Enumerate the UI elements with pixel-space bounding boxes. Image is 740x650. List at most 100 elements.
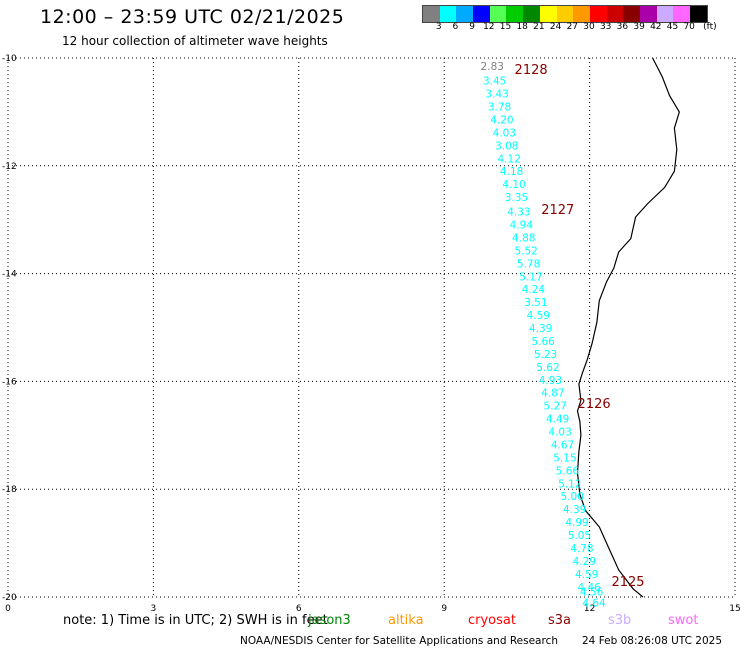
satellite-legend-item: jason3 [308,613,351,628]
color-swatch [573,6,590,22]
pass-label: 2127 [541,203,574,218]
wave-height-value: 4.49 [546,414,569,426]
color-swatch [606,6,624,22]
x-tick-label: 9 [441,604,447,614]
color-swatch [623,6,640,22]
wave-height-value: 4.03 [548,427,571,439]
color-swatch [439,6,457,22]
wave-height-value: 4.59 [527,310,550,322]
wave-height-value: 5.66 [531,336,555,348]
pass-label: 2126 [578,397,611,412]
pass-label: 2128 [515,63,548,78]
wave-height-value: 4.46 [577,582,601,594]
wave-height-value: 4.59 [575,569,598,581]
color-scale-label: 45 [666,22,679,32]
color-swatch [690,6,707,22]
color-scale-label: 27 [566,22,579,32]
wave-height-value: 4.03 [493,127,516,139]
wave-height-value: 4.20 [490,114,513,126]
pass-labels: 2128 2127 2126 2125 [515,63,645,590]
satellite-legend-item: altika [388,613,424,628]
color-swatch [473,6,490,22]
wave-height-value: 5.27 [544,401,567,413]
credit-line: NOAA/NESDIS Center for Satellite Applica… [240,635,558,647]
color-scale-label: 42 [650,22,662,32]
color-scale-label: 3 [435,22,442,32]
wave-height-value: 5.52 [514,245,537,257]
y-tick-label: -16 [2,377,17,387]
color-scale-label: 6 [452,22,459,32]
y-tick-label: -14 [2,270,17,280]
color-swatch [539,6,557,22]
wave-height-value: 3.78 [488,102,511,114]
color-swatch [489,6,507,22]
wave-height-value: 4.29 [573,556,596,568]
wave-height-value: 5.23 [534,349,557,361]
coastline [576,57,680,598]
wave-height-value: 4.87 [541,388,564,400]
color-scale-label: 30 [583,22,595,32]
color-scale-label: 39 [633,22,645,32]
x-tick-label: 12 [584,604,595,614]
color-scale-label: 33 [599,22,612,32]
satellite-legend-item: s3a [548,613,572,628]
color-scale-label: 70 [683,22,695,32]
wave-height-value: 2.83 [481,61,504,73]
page-subtitle: 12 hour collection of altimeter wave hei… [62,34,328,48]
wave-height-value: 5.66 [556,465,580,477]
y-tick-label: -18 [2,485,17,495]
x-tick-label: 3 [151,604,157,614]
color-swatch [656,6,674,22]
color-scale-unit: (ft) [703,22,717,32]
color-swatch [589,6,607,22]
color-swatch [523,6,540,22]
wave-height-value: 4.56 [580,587,604,599]
wave-height-value: 5.12 [558,478,581,490]
color-swatch [639,6,657,22]
satellite-legend-item: swot [668,613,699,628]
color-scale-label: 36 [616,22,629,32]
satellite-legend-item: s3b [608,613,632,628]
y-tick-label: -12 [2,162,17,172]
wave-height-value: 4.78 [570,543,593,555]
wave-height-value: 3.43 [485,89,508,101]
wave-height-value: 4.94 [510,220,534,232]
wave-height-value: 3.45 [483,76,506,88]
color-swatch [556,6,574,22]
y-tick-label: -10 [2,54,17,64]
generated-timestamp: 24 Feb 08:26:08 UTC 2025 [582,635,722,647]
color-scale-label: 9 [469,22,475,32]
map-grid [7,57,736,598]
wave-height-value: 4.88 [512,232,535,244]
pass-label: 2125 [611,575,644,590]
wave-height-value: 3.51 [524,297,547,309]
wave-height-value: 4.18 [500,166,523,178]
axis-ticks: 0 3 6 9 12 15 -10 -12 -14 -16 -18 -20 [2,54,740,614]
color-swatch [506,6,524,22]
color-scale-label: 18 [516,22,528,32]
wave-height-value: 5.15 [553,452,576,464]
wave-height-value: 4.10 [502,179,525,191]
color-swatch [673,6,690,22]
x-tick-label: 15 [729,604,740,614]
color-scale-label: 15 [499,22,512,32]
color-scale-label: 21 [533,22,545,32]
wave-height-value: 5.05 [568,530,591,542]
wave-height-value: 4.12 [498,153,521,165]
wave-height-value: 4.24 [522,284,546,296]
wave-height-value: 3.08 [495,140,518,152]
units-note: note: 1) Time is in UTC; 2) SWH is in fe… [63,613,328,628]
wave-height-value: 4.39 [529,323,552,335]
wave-height-value: 4.93 [539,375,562,387]
wave-height-value: 5.78 [517,258,540,270]
wave-height-value: 4.64 [582,597,606,609]
coastline-path [576,57,680,598]
color-scale-label: 24 [549,22,562,32]
wave-height-value: 4.99 [565,517,588,529]
wave-height-value: 4.67 [551,439,574,451]
wave-height-value: 4.33 [507,207,530,219]
wave-height-value: 3.35 [505,192,528,204]
wave-height-value: 4.39 [563,504,586,516]
color-swatch [423,6,440,22]
